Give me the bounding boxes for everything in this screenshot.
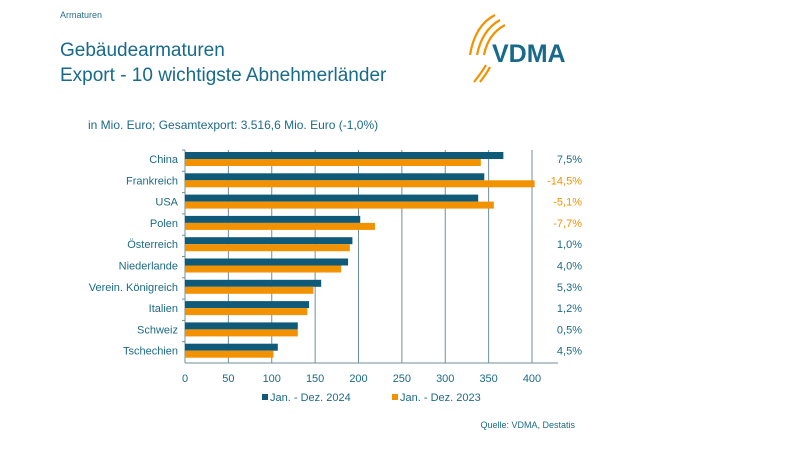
x-tick-label: 100 xyxy=(263,373,281,385)
x-tick-label: 400 xyxy=(523,373,541,385)
x-tick-label: 150 xyxy=(306,373,324,385)
bar-2024 xyxy=(185,301,310,309)
change-label: 4,5% xyxy=(557,346,582,358)
change-label: -14,5% xyxy=(547,175,582,187)
source-note: Quelle: VDMA, Destatis xyxy=(480,420,575,430)
x-tick-label: 0 xyxy=(182,373,188,385)
bar-2023 xyxy=(185,222,375,230)
x-tick-label: 50 xyxy=(222,373,234,385)
change-label: -7,7% xyxy=(553,218,582,230)
x-tick-label: 300 xyxy=(436,373,454,385)
category-label: Verein. Königreich xyxy=(89,282,178,294)
bar-2023 xyxy=(185,286,314,294)
chart-title-line2: Export - 10 wichtigste Abnehmerländer xyxy=(60,65,387,86)
category-label: Schweiz xyxy=(137,324,178,336)
bar-2023 xyxy=(185,329,298,337)
change-label: 0,5% xyxy=(557,324,582,336)
bar-2023 xyxy=(185,350,274,358)
category-label: Polen xyxy=(150,218,178,230)
category-label: China xyxy=(149,154,179,166)
legend-swatch xyxy=(262,394,268,400)
change-label: 4,0% xyxy=(557,261,582,273)
chart-title: Gebäudearmaturen xyxy=(60,40,225,61)
bar-2024 xyxy=(185,279,322,287)
bar-2024 xyxy=(185,322,298,330)
bar-2024 xyxy=(185,237,353,245)
change-label: -5,1% xyxy=(553,197,582,209)
legend: Jan. - Dez. 2024 Jan. - Dez. 2023 xyxy=(262,392,481,404)
bar-2023 xyxy=(185,244,350,252)
category-label: Niederlande xyxy=(119,261,178,273)
x-tick-label: 350 xyxy=(479,373,497,385)
bar-2024 xyxy=(185,215,361,223)
category-label: Österreich xyxy=(127,239,178,251)
legend-label: Jan. - Dez. 2024 xyxy=(270,392,351,404)
bar-2023 xyxy=(185,265,342,273)
x-tick-label: 200 xyxy=(349,373,367,385)
change-label: 1,0% xyxy=(557,239,582,251)
change-label: 7,5% xyxy=(557,154,582,166)
bar-2024 xyxy=(185,194,479,202)
category-label: Italien xyxy=(149,303,178,315)
vdma-logo: VDMA xyxy=(468,14,566,83)
bar-2024 xyxy=(185,152,504,159)
change-label: 5,3% xyxy=(557,282,582,294)
logo-text: VDMA xyxy=(492,40,566,68)
chart-subtitle: in Mio. Euro; Gesamtexport: 3.516,6 Mio.… xyxy=(88,118,379,132)
bar-2023 xyxy=(185,201,494,209)
change-label: 1,2% xyxy=(557,303,582,315)
category-label: USA xyxy=(155,197,178,209)
legend-swatch xyxy=(392,394,398,400)
category-label: Tschechien xyxy=(123,346,178,358)
bar-2024 xyxy=(185,258,349,266)
legend-label: Jan. - Dez. 2023 xyxy=(400,392,481,404)
category-label: Frankreich xyxy=(126,175,178,187)
section-label: Armaturen xyxy=(60,10,103,20)
bar-2024 xyxy=(185,343,278,351)
bar-2023 xyxy=(185,308,308,316)
bar-2023 xyxy=(185,180,535,188)
x-tick-label: 250 xyxy=(393,373,411,385)
bar-2024 xyxy=(185,173,485,181)
bar-2023 xyxy=(185,159,481,166)
